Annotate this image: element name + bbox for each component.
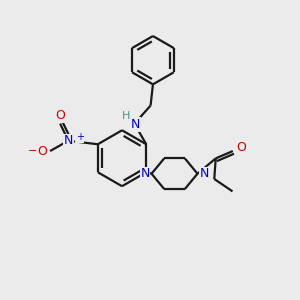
- Text: O: O: [236, 141, 246, 154]
- Text: N: N: [64, 134, 73, 147]
- Text: N: N: [131, 118, 141, 131]
- Text: O: O: [37, 145, 47, 158]
- Text: H: H: [122, 110, 130, 121]
- Text: O: O: [55, 109, 65, 122]
- Text: N: N: [140, 167, 150, 180]
- Text: +: +: [76, 132, 83, 142]
- Text: N: N: [199, 167, 209, 180]
- Text: −: −: [28, 146, 38, 156]
